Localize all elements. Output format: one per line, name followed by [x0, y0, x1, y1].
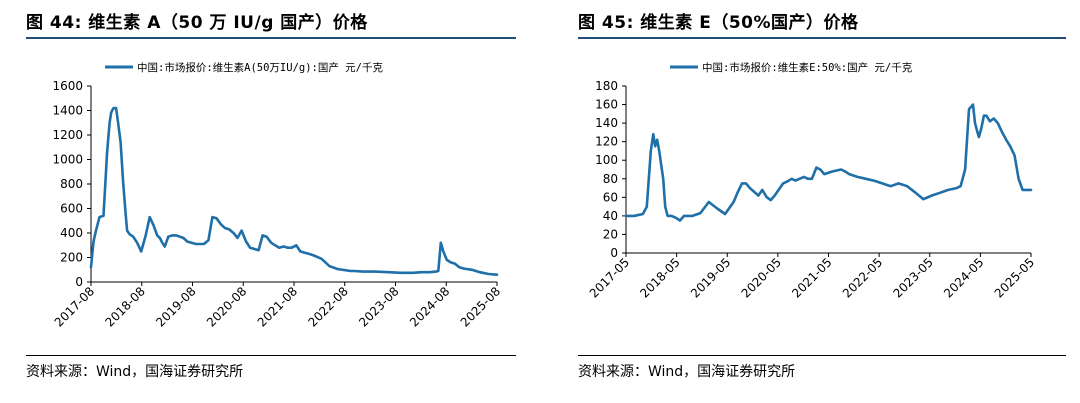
- y-tick-label: 160: [595, 98, 618, 112]
- x-tick-label: 2022-05: [840, 255, 885, 300]
- legend-label: 中国:市场报价:维生素E:50%:国产 元/千克: [702, 61, 913, 74]
- legend-label: 中国:市场报价:维生素A(50万IU/g):国产 元/千克: [137, 61, 384, 74]
- source-note: 资料来源：Wind，国海证券研究所: [26, 364, 244, 380]
- line-chart-vitamin-a: 中国:市场报价:维生素A(50万IU/g):国产 元/千克 0 200 400 600 8…: [52, 61, 503, 330]
- figure-title: 图 44: 维生素 A（50 万 IU/g 国产）价格: [26, 13, 368, 33]
- source-note: 资料来源：Wind，国海证券研究所: [578, 364, 796, 380]
- chart-panel-vitamin-e: 图 45: 维生素 E（50%国产）价格 中国:市场报价:维生素E:50%:国产…: [552, 0, 1080, 403]
- x-tick-label: 2024-08: [407, 284, 452, 329]
- x-tick-label: 2020-08: [204, 284, 249, 329]
- x-tick-label: 2017-05: [587, 255, 632, 300]
- y-tick-label: 60: [603, 190, 618, 204]
- figure-title: 图 45: 维生素 E（50%国产）价格: [578, 13, 859, 33]
- x-tick-label: 2021-05: [789, 255, 834, 300]
- legend: 中国:市场报价:维生素E:50%:国产 元/千克: [670, 61, 913, 74]
- y-tick-label: 80: [603, 172, 618, 186]
- x-tick-label: 2020-05: [739, 255, 784, 300]
- x-tick-label: 2018-05: [637, 255, 682, 300]
- y-tick-label: 0: [610, 246, 618, 260]
- x-tick-label: 2019-05: [688, 255, 733, 300]
- legend: 中国:市场报价:维生素A(50万IU/g):国产 元/千克: [105, 61, 384, 74]
- x-tick-label: 2025-05: [992, 255, 1037, 300]
- x-tick-label: 2017-08: [52, 284, 97, 329]
- line-chart-vitamin-e: 中国:市场报价:维生素E:50%:国产 元/千克 0 20 40 60 80 100 120 1…: [587, 61, 1037, 301]
- y-tick-label: 1200: [52, 128, 83, 142]
- x-tick-label: 2023-05: [891, 255, 936, 300]
- y-tick-label: 180: [595, 79, 618, 93]
- y-tick-label: 140: [595, 116, 618, 130]
- chart-panel-vitamin-a: 图 44: 维生素 A（50 万 IU/g 国产）价格 中国:市场报价:维生素A…: [0, 0, 530, 403]
- bottom-rule: [578, 355, 1066, 356]
- y-tick-label: 1600: [52, 79, 83, 93]
- bottom-rule: [26, 355, 516, 356]
- series-line: [624, 103, 1033, 222]
- x-tick-label: 2023-08: [356, 284, 401, 329]
- y-tick-label: 100: [595, 153, 618, 167]
- y-tick-label: 400: [60, 226, 83, 240]
- title-rule: [26, 37, 516, 39]
- x-tick-label: 2022-08: [306, 284, 351, 329]
- y-tick-label: 120: [595, 135, 618, 149]
- y-tick-label: 200: [60, 251, 83, 265]
- y-tick-label: 1000: [52, 153, 83, 167]
- x-tick-label: 2018-08: [103, 284, 148, 329]
- y-tick-label: 20: [603, 227, 618, 241]
- x-tick-label: 2025-08: [458, 284, 503, 329]
- y-tick-label: 600: [60, 202, 83, 216]
- x-tick-label: 2024-05: [941, 255, 986, 300]
- y-tick-label: 800: [60, 177, 83, 191]
- series-line: [89, 106, 499, 276]
- title-rule: [578, 37, 1066, 39]
- y-tick-label: 0: [75, 275, 83, 289]
- y-tick-label: 1400: [52, 104, 83, 118]
- x-tick-label: 2021-08: [255, 284, 300, 329]
- x-tick-label: 2019-08: [153, 284, 198, 329]
- y-tick-label: 40: [603, 209, 618, 223]
